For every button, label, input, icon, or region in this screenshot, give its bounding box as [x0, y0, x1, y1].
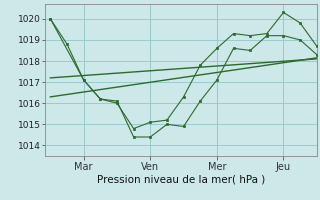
- X-axis label: Pression niveau de la mer( hPa ): Pression niveau de la mer( hPa ): [97, 174, 265, 184]
